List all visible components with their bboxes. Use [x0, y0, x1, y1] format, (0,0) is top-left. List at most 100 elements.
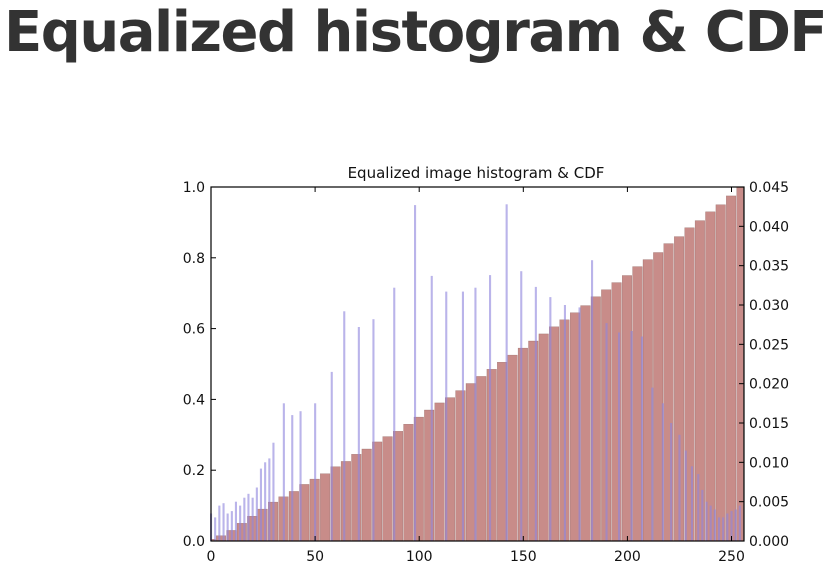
x-tick-label: 250 — [718, 549, 745, 565]
histogram-bar — [718, 517, 721, 541]
histogram-bar — [738, 505, 741, 541]
histogram-bar — [534, 286, 537, 541]
cdf-bar — [382, 436, 393, 542]
cdf-bar — [465, 383, 476, 542]
histogram-bar — [709, 505, 712, 541]
plot-frame — [210, 186, 745, 542]
y-right-tick-label: 0.005 — [749, 495, 789, 511]
histogram-bar — [357, 327, 360, 541]
cdf-bar — [340, 461, 351, 542]
histogram-bar — [678, 434, 681, 541]
cdf-bar — [507, 354, 518, 542]
histogram-bar — [314, 403, 317, 541]
cdf-bar — [517, 347, 528, 542]
cdf-bar — [476, 376, 487, 542]
y-left-tick-label: 0.8 — [183, 251, 205, 267]
histogram-bar — [726, 513, 729, 541]
histogram-bar — [330, 371, 333, 541]
histogram-bar — [268, 458, 271, 541]
histogram-bar — [690, 466, 693, 541]
histogram-bar — [282, 403, 285, 541]
x-tick-label: 100 — [406, 549, 433, 565]
y-left-tick-label: 0.4 — [183, 392, 205, 408]
y-left-tick-label: 0.6 — [183, 322, 205, 338]
y-left-tick-label: 0.0 — [183, 534, 205, 550]
histogram-bar — [259, 468, 262, 541]
y-right-tick-label: 0.025 — [749, 337, 789, 353]
cdf-bar — [288, 491, 299, 542]
y-right-tick-label: 0.015 — [749, 416, 789, 432]
histogram-bar — [264, 462, 267, 541]
histogram-bar — [520, 271, 523, 541]
histogram-bar — [730, 511, 733, 541]
histogram-bar — [230, 511, 233, 541]
histogram-bar — [445, 291, 448, 541]
cdf-bar — [538, 333, 549, 542]
cdf-bar — [486, 369, 497, 542]
histogram-bar — [251, 497, 254, 541]
cdf-bar — [320, 473, 331, 542]
histogram-bar — [578, 307, 581, 541]
histogram-bar — [222, 503, 225, 541]
histogram-bar — [713, 509, 716, 541]
y-right-tick-label: 0.010 — [749, 455, 789, 471]
histogram-bar — [243, 497, 246, 541]
histogram-bar — [701, 489, 704, 541]
histogram-bar — [247, 493, 250, 541]
x-axis: 0 50 100 150 200 250 — [207, 187, 745, 565]
histogram-bar — [291, 415, 294, 541]
histogram-bar — [651, 387, 654, 541]
histogram-bar — [234, 501, 237, 541]
histogram-bar — [684, 450, 687, 541]
histogram-bar — [563, 305, 566, 541]
cdf-bar — [715, 204, 726, 542]
cdf-bar — [622, 275, 633, 542]
slide-title: Equalized histogram & CDF — [4, 0, 828, 65]
histogram-bar — [489, 275, 492, 541]
histogram-bar — [630, 331, 633, 541]
histogram-bar — [226, 513, 229, 541]
cdf-bar — [653, 252, 664, 542]
histogram-bar — [272, 442, 275, 541]
histogram-bar — [670, 423, 673, 541]
histogram-bar — [372, 319, 375, 541]
x-tick-label: 0 — [207, 549, 216, 565]
cdf-bar — [580, 305, 591, 542]
y-left-tick-label: 0.2 — [183, 463, 205, 479]
histogram-bar — [640, 336, 643, 541]
x-tick-label: 150 — [510, 549, 537, 565]
histogram-bar — [734, 509, 737, 541]
histogram-bar — [343, 311, 346, 541]
histogram-bar — [618, 332, 621, 541]
histogram-bar — [218, 505, 221, 541]
y-right-tick-label: 0.040 — [749, 219, 789, 235]
y-right-tick-label: 0.020 — [749, 377, 789, 393]
histogram-bar — [697, 474, 700, 541]
cdf-bar — [361, 448, 372, 542]
histogram-bar — [705, 501, 708, 541]
histogram-bar — [393, 287, 396, 541]
histogram-bar — [255, 487, 258, 541]
histogram-bar — [722, 517, 725, 541]
histogram-bar — [661, 403, 664, 541]
histogram-bar — [605, 323, 608, 541]
cdf-bar — [736, 186, 744, 542]
cdf-bar — [642, 259, 653, 542]
x-tick-label: 50 — [306, 549, 324, 565]
y-right-tick-label: 0.035 — [749, 259, 789, 275]
cdf-bar — [434, 402, 445, 542]
right-y-axis: 0.000 0.005 0.010 0.015 0.020 0.025 0.030 0.035… — [739, 180, 789, 550]
cdf-bar — [632, 266, 643, 542]
histogram-bar — [461, 291, 464, 541]
histogram-bar — [239, 505, 242, 541]
cdf-bar — [705, 211, 716, 542]
y-right-tick-label: 0.000 — [749, 534, 789, 550]
histogram-bar — [214, 517, 217, 541]
histogram-bar — [414, 205, 417, 541]
histogram-bar — [591, 260, 594, 541]
cdf-bar — [403, 424, 414, 542]
histogram-bar — [430, 275, 433, 541]
histogram-bars — [210, 204, 741, 542]
